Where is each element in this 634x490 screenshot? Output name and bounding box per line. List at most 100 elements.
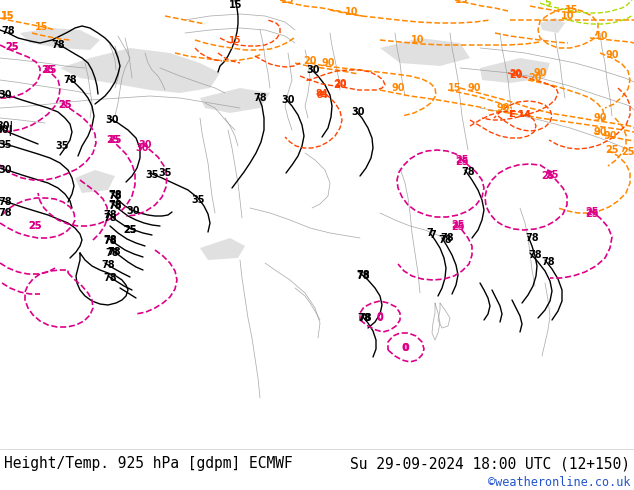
Text: 20: 20 — [334, 78, 346, 88]
Text: 25: 25 — [29, 221, 42, 231]
Polygon shape — [480, 58, 550, 83]
Text: 25: 25 — [58, 100, 72, 110]
Text: 78: 78 — [541, 257, 555, 267]
Text: 30: 30 — [0, 90, 12, 100]
Text: 25: 25 — [41, 65, 55, 75]
Text: E 14: E 14 — [510, 109, 530, 119]
Text: 15: 15 — [1, 11, 15, 21]
Text: 30: 30 — [105, 115, 119, 125]
Text: 20: 20 — [528, 73, 541, 83]
Text: 25: 25 — [621, 147, 634, 157]
Text: 78: 78 — [105, 248, 119, 258]
Polygon shape — [540, 18, 565, 33]
Text: 15: 15 — [566, 5, 579, 15]
Text: 25: 25 — [585, 207, 598, 217]
Text: 10: 10 — [346, 7, 359, 17]
Text: 20: 20 — [303, 56, 317, 66]
Text: 90: 90 — [605, 50, 619, 60]
Text: 30: 30 — [0, 165, 12, 175]
Text: 90: 90 — [603, 131, 617, 141]
Text: 25: 25 — [585, 209, 598, 219]
Text: 30: 30 — [306, 65, 320, 75]
Text: 25: 25 — [541, 171, 555, 181]
Text: 5: 5 — [545, 0, 552, 8]
Text: 35: 35 — [0, 140, 12, 150]
Text: 25: 25 — [451, 220, 465, 230]
Text: 20: 20 — [333, 80, 347, 90]
Text: Height/Temp. 925 hPa [gdpm] ECMWF: Height/Temp. 925 hPa [gdpm] ECMWF — [4, 457, 293, 471]
Text: E 14: E 14 — [509, 109, 531, 119]
Text: 78: 78 — [356, 271, 370, 281]
Text: 78: 78 — [108, 200, 122, 210]
Text: 25: 25 — [5, 42, 19, 52]
Text: 25: 25 — [451, 222, 465, 232]
Text: 78: 78 — [461, 167, 475, 177]
Text: 30: 30 — [135, 143, 149, 153]
Text: 15: 15 — [448, 83, 462, 93]
Text: 15: 15 — [230, 0, 243, 10]
Text: 78: 78 — [51, 40, 65, 50]
Polygon shape — [200, 88, 270, 113]
Text: 20: 20 — [509, 69, 521, 77]
Text: 90: 90 — [467, 83, 481, 93]
Text: 25: 25 — [43, 65, 57, 75]
Text: 0: 0 — [377, 312, 384, 322]
Text: 30: 30 — [281, 95, 295, 105]
Text: 30|: 30| — [0, 124, 13, 136]
Text: 78: 78 — [108, 191, 122, 201]
Text: 25: 25 — [29, 221, 42, 231]
Text: 25: 25 — [455, 157, 469, 167]
Text: 10: 10 — [561, 11, 575, 21]
Polygon shape — [75, 170, 115, 193]
Text: 30: 30 — [138, 140, 152, 150]
Text: 10: 10 — [595, 31, 609, 41]
Text: 90: 90 — [391, 83, 404, 93]
Text: 35: 35 — [158, 168, 172, 178]
Text: 30|: 30| — [0, 121, 13, 131]
Text: 0: 0 — [401, 343, 408, 353]
Text: 90: 90 — [321, 58, 335, 68]
Text: 78: 78 — [528, 250, 542, 260]
Text: 7: 7 — [427, 228, 434, 238]
Text: 90: 90 — [593, 127, 607, 137]
Text: 78: 78 — [63, 75, 77, 85]
Text: ©weatheronline.co.uk: ©weatheronline.co.uk — [488, 476, 630, 489]
Text: 0: 0 — [377, 313, 384, 323]
Text: 30: 30 — [351, 107, 365, 117]
Text: Su 29-09-2024 18:00 UTC (12+150): Su 29-09-2024 18:00 UTC (12+150) — [350, 457, 630, 471]
Text: 78: 78 — [525, 233, 539, 243]
Text: 25: 25 — [123, 225, 137, 235]
Text: 25: 25 — [108, 135, 122, 145]
Text: 78: 78 — [108, 190, 122, 200]
Text: 25: 25 — [107, 135, 120, 145]
Text: 35: 35 — [191, 195, 205, 205]
Text: 78: 78 — [438, 235, 452, 245]
Text: 78: 78 — [0, 208, 12, 218]
Text: 78: 78 — [103, 213, 117, 223]
Text: 25: 25 — [605, 145, 619, 155]
Text: 78: 78 — [103, 210, 117, 220]
Text: 78: 78 — [103, 235, 117, 245]
Text: 15: 15 — [36, 22, 49, 32]
Text: 35: 35 — [145, 170, 158, 180]
Text: 15: 15 — [1, 11, 15, 21]
Text: 90: 90 — [593, 113, 607, 123]
Text: 78: 78 — [0, 197, 12, 207]
Text: 7: 7 — [430, 230, 436, 240]
Text: 78: 78 — [108, 201, 122, 211]
Text: 90: 90 — [496, 103, 510, 113]
Text: 78: 78 — [101, 260, 115, 270]
Text: 78: 78 — [356, 270, 370, 280]
Text: 15: 15 — [228, 35, 240, 45]
Text: 78: 78 — [357, 313, 371, 323]
Text: 0: 0 — [403, 343, 410, 353]
Polygon shape — [200, 238, 245, 260]
Text: 78: 78 — [1, 26, 15, 36]
Text: 25: 25 — [58, 100, 72, 110]
Text: 78: 78 — [103, 236, 117, 246]
Text: 78: 78 — [103, 273, 117, 283]
Text: 90: 90 — [533, 68, 547, 78]
Text: 25: 25 — [5, 42, 19, 52]
Text: 15: 15 — [455, 0, 469, 5]
Text: 84: 84 — [316, 91, 328, 99]
